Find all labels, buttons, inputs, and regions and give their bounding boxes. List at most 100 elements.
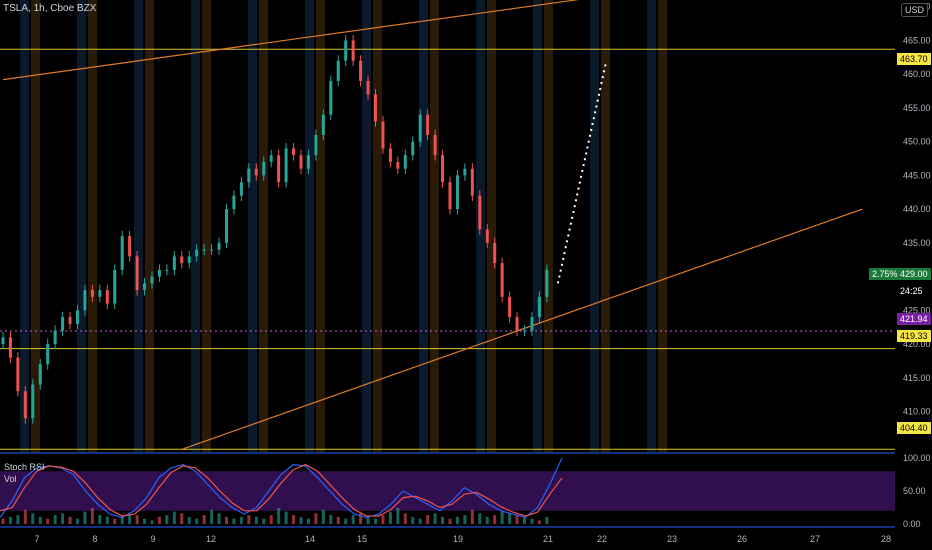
change-percent-tag: 2.75% xyxy=(869,268,901,280)
candle-body xyxy=(195,249,199,257)
volume-bar xyxy=(254,516,258,524)
candle-body xyxy=(224,209,228,243)
volume-bar xyxy=(53,515,57,524)
volume-bar xyxy=(470,509,474,524)
volume-bar xyxy=(433,513,437,524)
session-shade xyxy=(373,0,382,452)
volume-bar xyxy=(523,516,527,524)
candle-body xyxy=(418,114,422,142)
currency-button[interactable]: USD xyxy=(900,3,928,17)
candle-body xyxy=(411,141,415,156)
candle-body xyxy=(262,161,266,176)
volume-bar xyxy=(351,515,355,524)
volume-bar xyxy=(321,509,325,524)
candle-body xyxy=(90,290,94,297)
candle-body xyxy=(470,168,474,196)
candle-body xyxy=(83,290,87,311)
candle-body xyxy=(388,148,392,162)
x-tick-label: 15 xyxy=(357,534,367,544)
volume-bar xyxy=(210,509,214,524)
candle-body xyxy=(98,290,102,297)
candle-body xyxy=(1,337,5,345)
stoch-line-d xyxy=(0,463,563,517)
volume-bar xyxy=(239,516,243,524)
volume-bar xyxy=(16,515,20,524)
x-tick-label: 19 xyxy=(453,534,463,544)
volume-bar xyxy=(388,511,392,524)
session-shade xyxy=(259,0,268,452)
stoch-rsi-label: Stoch RSI xyxy=(4,462,45,472)
candle-body xyxy=(8,337,12,358)
volume-bar xyxy=(46,518,50,524)
candle-body xyxy=(75,310,79,324)
volume-bar xyxy=(195,518,199,524)
candle-body xyxy=(403,155,407,169)
volume-bar xyxy=(38,516,42,524)
price-tag-421: 421.94 xyxy=(897,313,931,325)
volume-bar xyxy=(247,515,251,524)
candle-body xyxy=(351,40,355,61)
candle-body xyxy=(113,269,117,304)
volume-bar xyxy=(418,518,422,524)
volume-bar xyxy=(8,516,12,524)
candle-body xyxy=(433,134,437,156)
candle-body xyxy=(321,114,325,135)
y-tick-label: 425.00 xyxy=(903,305,931,315)
candle-body xyxy=(150,276,154,284)
candle-body xyxy=(493,242,497,264)
x-tick-label: 7 xyxy=(34,534,39,544)
candle-body xyxy=(172,256,176,270)
candle-body xyxy=(157,269,161,277)
session-shade xyxy=(77,0,86,452)
price-tag-404: 404.40 xyxy=(897,422,931,434)
volume-bar xyxy=(172,511,176,524)
volume-bar xyxy=(113,518,117,524)
session-shade xyxy=(430,0,439,452)
volume-bar xyxy=(187,516,191,524)
candle-body xyxy=(426,114,430,135)
volume-bar xyxy=(299,516,303,524)
volume-bar xyxy=(493,515,497,524)
volume-bar xyxy=(441,516,445,524)
volume-bar xyxy=(455,516,459,524)
volume-bar xyxy=(329,515,333,524)
countdown-tag: 24:25 xyxy=(897,285,926,297)
y-tick-label: 435.00 xyxy=(903,238,931,248)
volume-bar xyxy=(306,518,310,524)
volume-bar xyxy=(485,516,489,524)
volume-bar xyxy=(224,516,228,524)
candle-body xyxy=(463,168,467,176)
candle-body xyxy=(373,94,377,122)
volume-bar xyxy=(269,515,273,524)
candle-body xyxy=(105,290,109,304)
candle-body xyxy=(269,155,273,162)
volume-bar xyxy=(75,518,79,524)
volume-bar xyxy=(143,518,147,524)
volume-bar xyxy=(545,516,549,524)
volume-bar xyxy=(515,515,519,524)
session-shade xyxy=(202,0,211,452)
x-tick-label: 26 xyxy=(737,534,747,544)
y-tick-label: 465.00 xyxy=(903,35,931,45)
candle-body xyxy=(455,175,459,210)
x-tick-label: 9 xyxy=(150,534,155,544)
candle-body xyxy=(314,134,318,156)
volume-bar xyxy=(366,516,370,524)
y-tick-label: 410.00 xyxy=(903,407,931,417)
session-shade xyxy=(601,0,610,452)
session-shade xyxy=(362,0,371,452)
candle-body xyxy=(545,269,549,297)
volume-bar xyxy=(1,518,5,524)
candle-body xyxy=(61,317,65,331)
candle-body xyxy=(247,168,251,183)
session-shade xyxy=(544,0,553,452)
symbol-header: TSLA, 1h, Cboe BZX xyxy=(3,3,97,14)
candle-body xyxy=(143,283,147,291)
volume-bar xyxy=(105,516,109,524)
candle-body xyxy=(381,121,385,149)
volume-bar xyxy=(411,516,415,524)
volume-bar xyxy=(336,516,340,524)
volume-bar xyxy=(403,513,407,524)
